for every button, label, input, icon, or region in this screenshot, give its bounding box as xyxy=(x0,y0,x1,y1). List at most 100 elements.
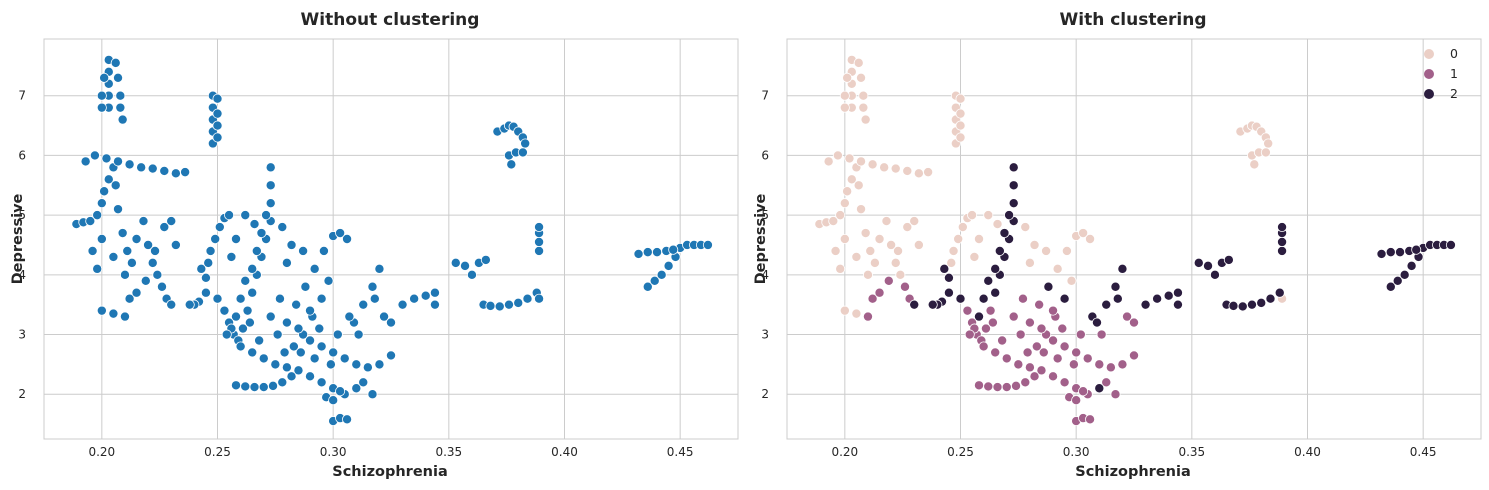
x-tick-label: 0.40 xyxy=(1294,445,1321,459)
scatter-point xyxy=(244,317,255,328)
plot-frame xyxy=(786,38,1482,440)
scatter-point xyxy=(96,305,107,316)
scatter-point-cluster-0 xyxy=(992,219,1003,230)
scatter-point-cluster-1 xyxy=(1034,299,1045,310)
scatter-point-cluster-1 xyxy=(1071,347,1082,358)
scatter-point-cluster-1 xyxy=(964,329,975,340)
scatter-point xyxy=(353,329,364,340)
x-tick-label: 0.25 xyxy=(947,445,974,459)
scatter-point-cluster-1 xyxy=(874,287,885,298)
scatter-point xyxy=(314,323,325,334)
scatter-point xyxy=(103,174,114,185)
scatter-point xyxy=(429,287,440,298)
plot-area xyxy=(787,39,1481,439)
scatter-point-cluster-1 xyxy=(862,311,873,322)
y-tick-label: 2 xyxy=(761,387,769,401)
y-tick-label: 6 xyxy=(18,148,26,162)
scatter-point-cluster-2 xyxy=(1004,210,1015,221)
plot-area xyxy=(44,39,738,439)
scatter-point xyxy=(249,382,260,393)
scatter-point-cluster-2 xyxy=(1376,248,1387,259)
scatter-point xyxy=(184,299,195,310)
scatter-point xyxy=(159,222,170,233)
scatter-point xyxy=(374,359,385,370)
scatter-point-cluster-0 xyxy=(860,114,871,125)
scatter-point xyxy=(235,341,246,352)
legend-marker-2 xyxy=(1424,89,1434,99)
scatter-point xyxy=(328,347,339,358)
scatter-point-cluster-0 xyxy=(1029,239,1040,250)
scatter-point-cluster-2 xyxy=(1228,300,1239,311)
scatter-point-cluster-0 xyxy=(865,245,876,256)
scatter-point-cluster-2 xyxy=(1265,293,1276,304)
scatter-point xyxy=(200,272,211,283)
scatter-point xyxy=(305,371,316,382)
scatter-point xyxy=(212,93,223,104)
scatter-point-cluster-2 xyxy=(1277,236,1288,247)
scatter-point-cluster-2 xyxy=(943,272,954,283)
scatter-point-cluster-2 xyxy=(1256,297,1267,308)
scatter-point-cluster-1 xyxy=(1122,311,1133,322)
scatter-point xyxy=(96,102,107,113)
scatter-point-cluster-0 xyxy=(1052,263,1063,274)
scatter-point-cluster-2 xyxy=(943,287,954,298)
scatter-point-cluster-0 xyxy=(842,186,853,197)
scatter-point xyxy=(270,359,281,370)
scatter-point-cluster-2 xyxy=(1091,317,1102,328)
scatter-point-cluster-1 xyxy=(1017,293,1028,304)
scatter-point xyxy=(358,299,369,310)
scatter-point xyxy=(316,293,327,304)
scatter-point-cluster-1 xyxy=(1078,386,1089,397)
scatter-point-cluster-0 xyxy=(1041,245,1052,256)
scatter-point xyxy=(295,347,306,358)
scatter-point xyxy=(265,162,276,173)
scatter-point xyxy=(136,162,147,173)
scatter-point-cluster-2 xyxy=(1163,290,1174,301)
scatter-point-cluster-1 xyxy=(992,382,1003,393)
scatter-point xyxy=(351,383,362,394)
scatter-point xyxy=(101,153,112,164)
scatter-point-cluster-0 xyxy=(828,216,839,227)
scatter-point-cluster-1 xyxy=(990,347,1001,358)
scatter-point-cluster-1 xyxy=(1094,359,1105,370)
scatter-point xyxy=(203,257,214,268)
scatter-point-cluster-0 xyxy=(1061,245,1072,256)
scatter-point-cluster-0 xyxy=(830,245,841,256)
scatter-point xyxy=(147,163,158,174)
scatter-point-cluster-2 xyxy=(1008,180,1019,191)
scatter-point-cluster-1 xyxy=(1057,323,1068,334)
scatter-point-cluster-0 xyxy=(1260,147,1271,158)
scatter-point xyxy=(485,300,496,311)
legend-label-0: 0 xyxy=(1450,46,1458,61)
scatter-point xyxy=(335,386,346,397)
scatter-point-cluster-1 xyxy=(1096,329,1107,340)
scatter-point xyxy=(108,308,119,319)
scatter-point-cluster-0 xyxy=(839,233,850,244)
scatter-point xyxy=(170,239,181,250)
scatter-point xyxy=(231,233,242,244)
scatter-point-cluster-0 xyxy=(853,57,864,68)
scatter-point xyxy=(325,359,336,370)
scatter-point-cluster-2 xyxy=(1117,263,1128,274)
x-axis-label: Schizophrenia xyxy=(1075,464,1191,480)
scatter-point xyxy=(247,263,258,274)
chart-title: Without clustering xyxy=(301,10,480,30)
scatter-point xyxy=(265,180,276,191)
scatter-point xyxy=(242,305,253,316)
scatter-point xyxy=(534,222,545,233)
scatter-point-cluster-1 xyxy=(1038,347,1049,358)
scatter-point xyxy=(342,233,353,244)
scatter-point xyxy=(520,138,531,149)
scatter-point xyxy=(642,281,653,292)
scatter-point-cluster-0 xyxy=(879,162,890,173)
x-axis-label: Schizophrenia xyxy=(332,464,448,480)
scatter-point-cluster-2 xyxy=(909,299,920,310)
scatter-point-cluster-1 xyxy=(987,317,998,328)
scatter-point xyxy=(92,210,103,221)
scatter-point-cluster-2 xyxy=(1277,245,1288,256)
scatter-point xyxy=(212,293,223,304)
scatter-point-cluster-2 xyxy=(1059,293,1070,304)
scatter-point-cluster-1 xyxy=(983,381,994,392)
scatter-point xyxy=(131,233,142,244)
scatter-point-cluster-1 xyxy=(1048,371,1059,382)
